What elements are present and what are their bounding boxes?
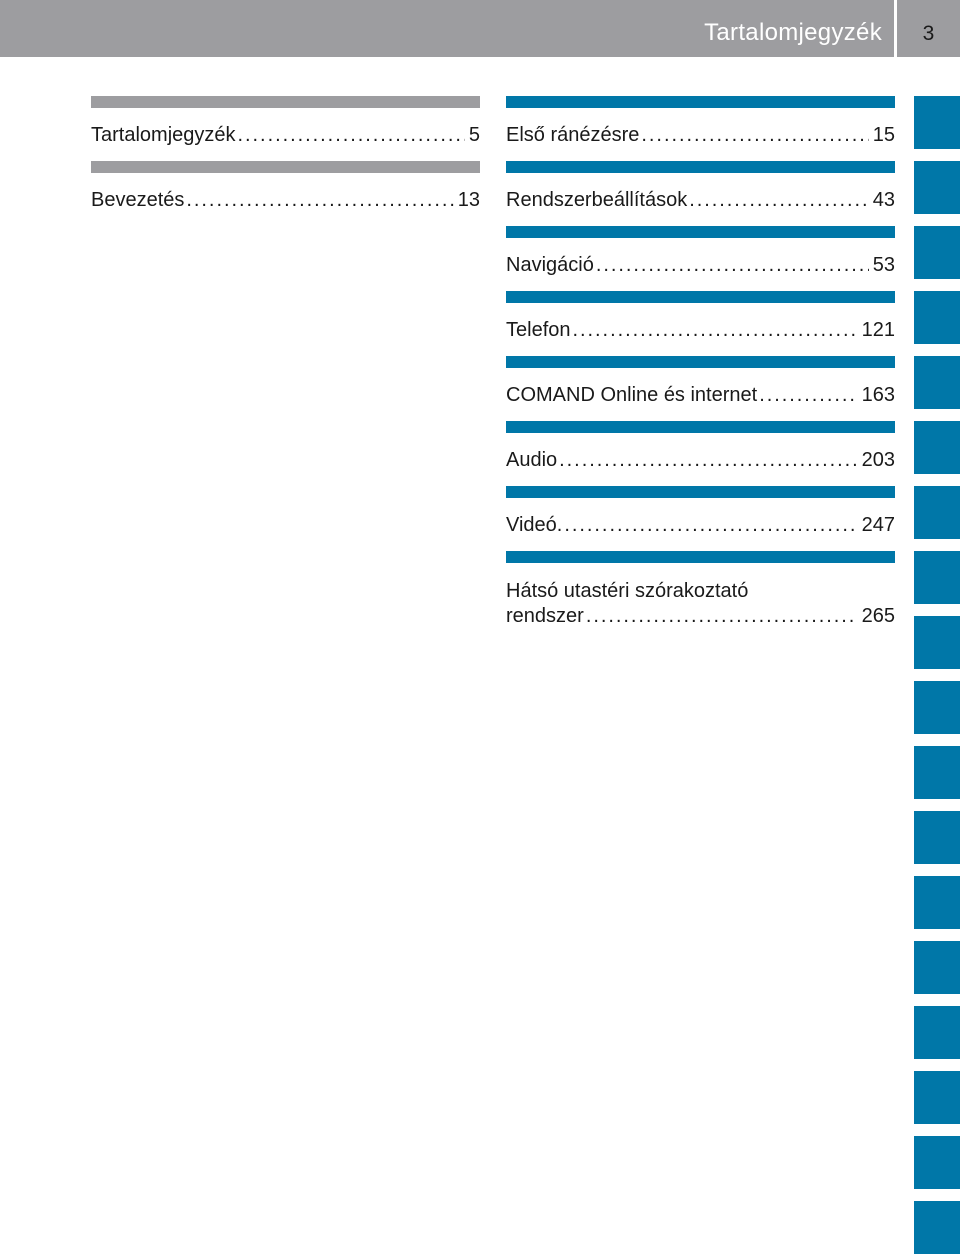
chapter-tab[interactable] [914,421,960,474]
chapter-tab[interactable] [914,811,960,864]
chapter-tab[interactable] [914,681,960,734]
header-divider [894,0,897,57]
toc-entry-page: 121 [861,319,895,341]
chapter-tab[interactable] [914,486,960,539]
dot-leader [596,253,869,277]
toc-entry-label: Navigáció [506,254,594,276]
toc-left-column: Tartalomjegyzék 5 Bevezetés 13 [91,96,480,226]
toc-entry-page: 163 [861,384,895,406]
toc-entry[interactable]: Telefon 121 [506,291,895,356]
header-bar [0,0,960,57]
dot-leader [641,123,868,147]
chapter-tab[interactable] [914,291,960,344]
toc-entry-label: Audio [506,449,558,471]
section-bar [506,161,895,173]
toc-entry-label: rendszer [506,605,584,627]
toc-entry-label: Telefon [506,319,571,341]
toc-entry-page: 247 [861,514,895,536]
dot-leader [689,188,869,212]
dot-leader [238,123,465,147]
toc-entry[interactable]: Rendszerbeállítások 43 [506,161,895,226]
section-bar [91,96,480,108]
section-bar [506,226,895,238]
chapter-tab[interactable] [914,551,960,604]
section-bar [506,96,895,108]
toc-entry[interactable]: Navigáció 53 [506,226,895,291]
chapter-tab[interactable] [914,1201,960,1254]
toc-entry[interactable]: Hátsó utastéri szórakoztató rendszer 265 [506,551,895,627]
chapter-tab[interactable] [914,161,960,214]
chapter-tab[interactable] [914,356,960,409]
dot-leader [586,604,858,628]
page-number: 3 [922,22,935,45]
toc-entry-page: 53 [872,254,895,276]
toc-entry[interactable]: Első ránézésre 15 [506,96,895,161]
toc-entry-label: Videó. [506,514,563,536]
toc-entry-label: Bevezetés [91,189,185,211]
toc-entry[interactable]: Videó. 247 [506,486,895,551]
chapter-tab[interactable] [914,1071,960,1124]
section-bar [506,356,895,368]
chapter-tab[interactable] [914,941,960,994]
chapter-tab[interactable] [914,1006,960,1059]
toc-entry-page: 265 [861,605,895,627]
toc-entry-page: 203 [861,449,895,471]
toc-entry-label: Tartalomjegyzék [91,124,236,146]
section-bar [506,551,895,563]
toc-entry-page: 5 [468,124,480,146]
toc-entry-label: COMAND Online és internet [506,384,758,406]
dot-leader [186,188,453,212]
toc-right-column: Első ránézésre 15 Rendszerbeállítások 43… [506,96,895,627]
chapter-tab[interactable] [914,226,960,279]
chapter-tabs [914,96,960,1256]
section-bar [506,421,895,433]
dot-leader [573,318,858,342]
toc-entry[interactable]: Bevezetés 13 [91,161,480,226]
dot-leader [559,448,857,472]
dot-leader [564,513,857,537]
toc-entry-page: 13 [457,189,480,211]
toc-entry-label: Rendszerbeállítások [506,189,688,211]
section-bar [506,291,895,303]
toc-entry[interactable]: Audio 203 [506,421,895,486]
toc-entry-page: 43 [872,189,895,211]
chapter-tab[interactable] [914,746,960,799]
section-bar [91,161,480,173]
page-title: Tartalomjegyzék [704,19,882,46]
chapter-tab[interactable] [914,616,960,669]
toc-entry[interactable]: Tartalomjegyzék 5 [91,96,480,161]
chapter-tab[interactable] [914,96,960,149]
toc-entry[interactable]: COMAND Online és internet 163 [506,356,895,421]
section-bar [506,486,895,498]
toc-entry-label: Első ránézésre [506,124,640,146]
toc-entry-label-line1: Hátsó utastéri szórakoztató [506,580,749,602]
chapter-tab[interactable] [914,876,960,929]
chapter-tab[interactable] [914,1136,960,1189]
toc-entry-page: 15 [872,124,895,146]
dot-leader [759,383,857,407]
